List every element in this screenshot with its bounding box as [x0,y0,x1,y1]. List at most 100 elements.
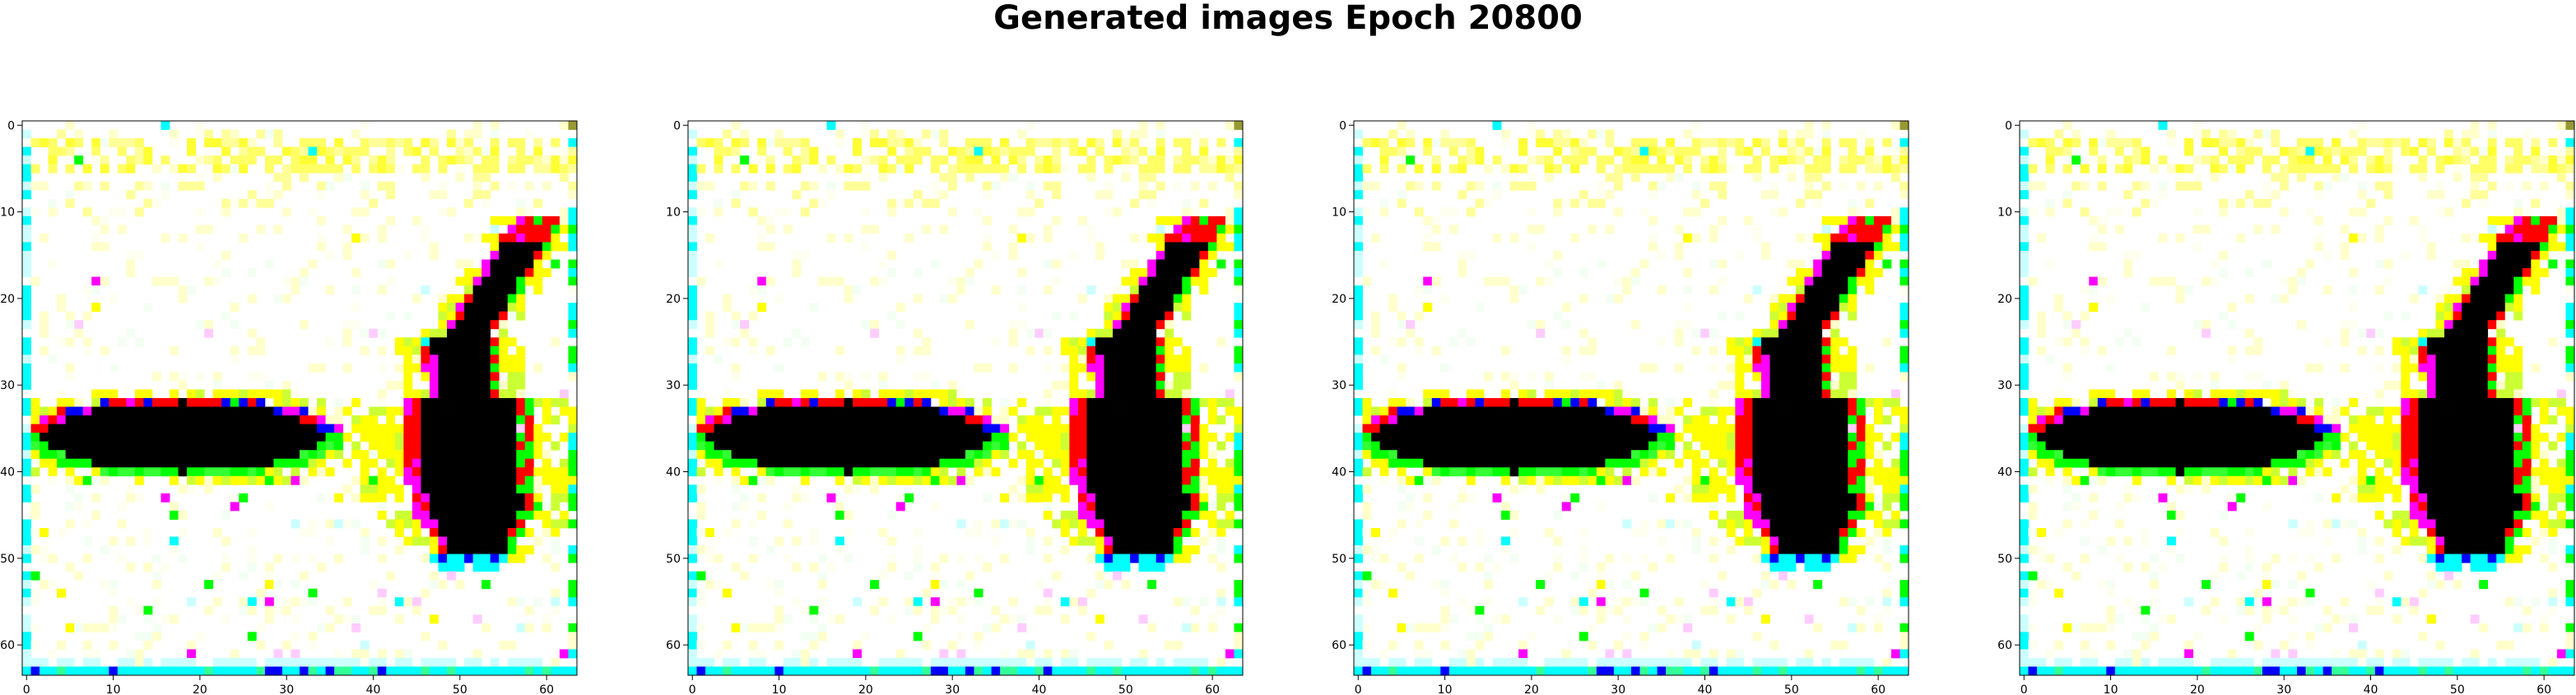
image-pixel [472,458,482,468]
image-pixel [1182,311,1192,321]
image-pixel [533,467,543,477]
image-pixel [1060,458,1070,468]
image-pixel [1182,276,1192,286]
image-pixel [1216,225,1226,234]
image-pixel [1371,345,1380,355]
image-pixel [559,146,569,156]
image-pixel [904,605,914,615]
image-pixel [117,441,127,451]
image-pixel [91,475,101,485]
image-pixel [559,666,569,676]
image-pixel [1414,433,1424,442]
image-pixel [1544,458,1554,468]
image-pixel [438,458,448,468]
image-pixel [1804,467,1814,477]
image-pixel [1035,580,1044,590]
image-pixel [542,467,551,477]
image-pixel [887,146,897,156]
image-pixel [1216,467,1226,477]
image-pixel [1182,441,1192,451]
image-pixel [1639,433,1649,442]
image-pixel [1518,441,1528,451]
image-pixel [22,155,31,165]
image-pixel [109,207,119,217]
image-pixel [1017,475,1027,485]
image-pixel [809,450,819,460]
image-pixel [765,225,775,234]
image-pixel [22,580,31,590]
image-pixel [369,406,379,416]
image-pixel [117,424,127,433]
image-pixel [1025,181,1035,191]
image-pixel [1060,666,1070,676]
image-pixel [524,129,534,139]
image-pixel [800,441,810,451]
image-pixel [429,424,439,433]
image-pixel [472,545,482,554]
image-pixel [1466,406,1476,416]
image-pixel [325,433,335,442]
image-pixel [1570,493,1580,503]
image-pixel [170,657,179,667]
image-pixel [394,597,404,607]
image-pixel [22,225,31,234]
image-pixel [317,666,326,676]
image-pixel [1865,233,1875,243]
image-pixel [472,406,482,416]
image-pixel [895,502,905,512]
image-pixel [65,467,75,477]
image-pixel [82,311,92,321]
image-pixel [748,623,758,632]
image-pixel [1155,215,1165,225]
image-pixel [1813,311,1823,321]
image-pixel [913,527,923,537]
image-pixel [939,129,949,139]
image-pixel [1848,198,1858,208]
image-pixel [230,415,239,424]
image-pixel [1155,563,1165,572]
y-tick-label: 40 [0,466,15,480]
image-pixel [1216,337,1226,347]
image-pixel [1813,294,1823,303]
image-pixel [696,657,706,667]
image-pixel [325,536,335,546]
image-pixel [1448,450,1458,460]
image-pixel [1760,484,1770,494]
image-pixel [65,138,75,147]
image-pixel [1648,138,1658,147]
image-pixel [264,129,274,139]
image-pixel [1483,372,1493,382]
image-pixel [464,502,474,512]
image-pixel [904,597,914,607]
image-pixel [965,155,974,165]
image-pixel [1544,276,1554,286]
image-pixel [455,484,465,494]
image-pixel [239,433,249,442]
image-pixel [1130,450,1140,460]
image-pixel [300,458,309,468]
image-pixel [386,441,396,451]
image-pixel [1086,138,1096,147]
image-pixel [82,164,92,174]
image-pixel [1113,484,1122,494]
image-pixel [1035,433,1044,442]
image-pixel [939,666,949,676]
image-pixel [1354,311,1363,321]
image-pixel [533,398,543,407]
image-pixel [1069,597,1079,607]
image-pixel [1397,121,1407,130]
image-pixel [1138,649,1148,659]
image-pixel [230,129,239,139]
image-pixel [1431,389,1441,399]
image-pixel [516,294,526,303]
image-pixel [1475,398,1485,407]
image-pixel [1182,467,1192,477]
image-pixel [1700,441,1710,451]
image-pixel [1199,215,1209,225]
image-pixel [1709,484,1718,494]
image-pixel [1830,285,1840,295]
image-pixel [1536,467,1546,477]
image-pixel [264,571,274,581]
image-pixel [230,666,239,676]
image-pixel [455,138,465,147]
